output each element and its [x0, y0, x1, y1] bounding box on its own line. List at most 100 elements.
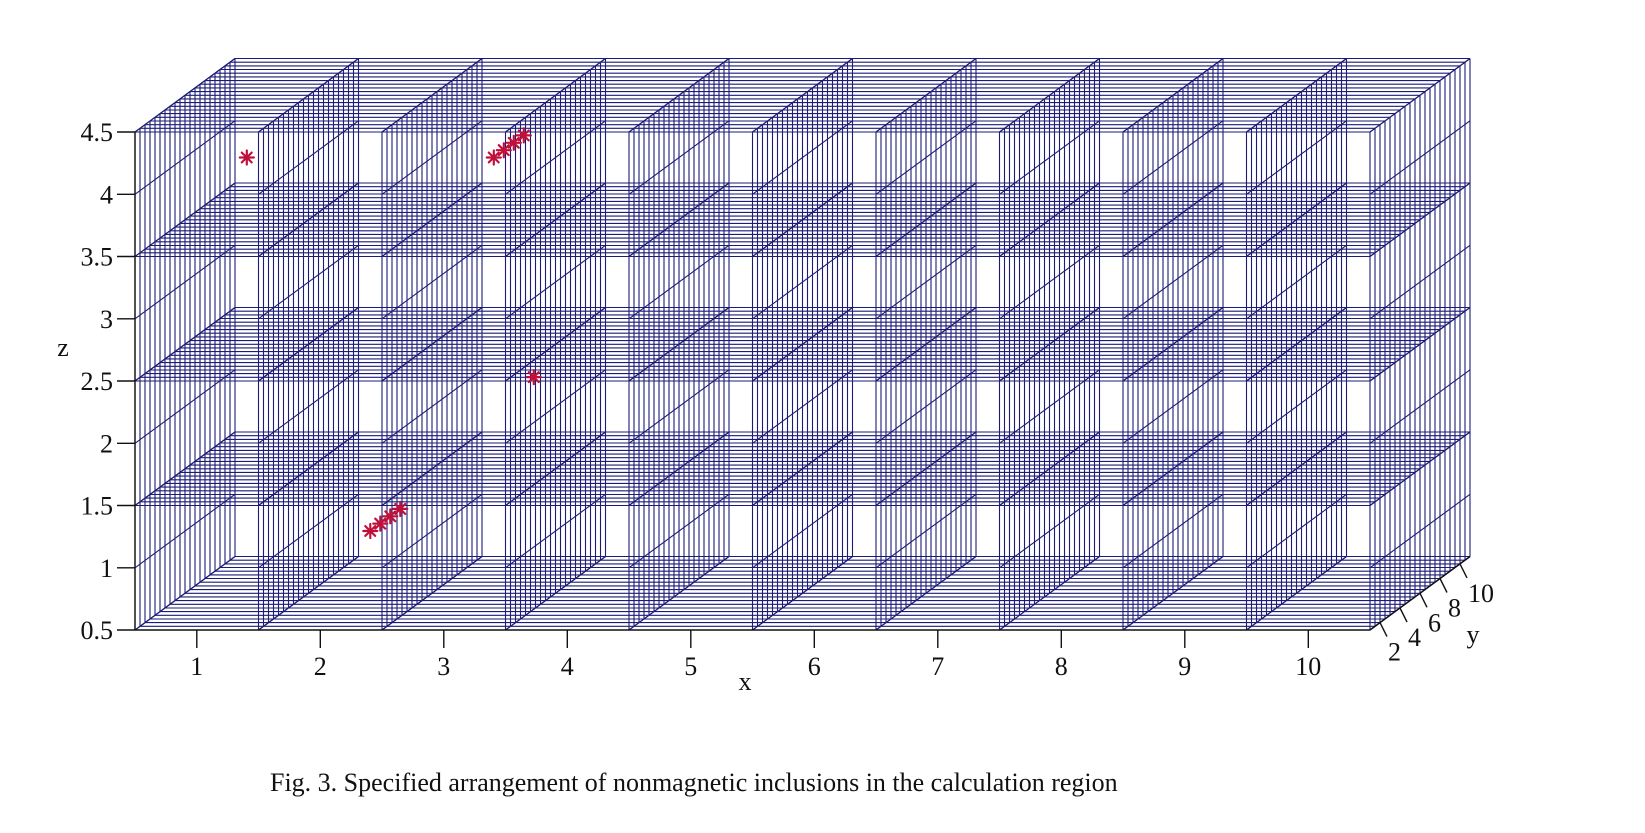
z-tick-label: 0.5 — [81, 616, 114, 645]
y-tick — [1379, 622, 1388, 637]
grid-line — [1369, 493, 1471, 569]
x-tick-label: 4 — [561, 652, 574, 681]
grid-line — [628, 556, 730, 631]
grid-line — [875, 307, 977, 382]
x-tick-label: 6 — [808, 652, 821, 681]
grid-line — [505, 369, 606, 444]
asterisk-stroke — [507, 136, 520, 149]
grid-line — [1122, 493, 1224, 569]
grid-line — [381, 244, 483, 320]
y-tick-label: 4 — [1408, 623, 1421, 652]
grid-line — [505, 556, 606, 631]
grid-line — [1246, 493, 1347, 569]
grid-line — [752, 182, 853, 257]
grid-line — [752, 244, 853, 320]
grid-line — [134, 307, 236, 382]
grid-line — [999, 182, 1100, 257]
grid-line — [381, 120, 483, 195]
grid-line — [134, 182, 236, 257]
data-point-asterisk — [515, 127, 532, 144]
grid-line — [381, 431, 483, 506]
grid-line — [1246, 120, 1347, 195]
grid-line — [1246, 307, 1347, 382]
z-tick-label: 3.5 — [81, 243, 114, 272]
data-point-asterisk — [382, 508, 399, 525]
grid-line — [381, 493, 483, 569]
grid-line — [258, 120, 359, 195]
grid-line — [1369, 58, 1471, 133]
grid-line — [258, 369, 359, 444]
y-tick-label: 8 — [1448, 594, 1461, 623]
grid-line — [1246, 58, 1347, 133]
grid-line — [1369, 307, 1471, 382]
grid-line — [875, 556, 977, 631]
grid-line — [381, 182, 483, 257]
grid-line — [1122, 58, 1224, 133]
grid-line — [258, 244, 359, 320]
grid-line — [258, 431, 359, 506]
grid-line — [381, 307, 483, 382]
x-tick-label: 10 — [1295, 652, 1321, 681]
asterisk-stroke — [394, 502, 407, 516]
z-tick-label: 1 — [100, 554, 113, 583]
asterisk-stroke — [384, 510, 397, 523]
y-axis-line — [1369, 555, 1471, 631]
y-tick-label: 2 — [1388, 638, 1401, 667]
y-tick-label: 6 — [1428, 608, 1441, 637]
grid-line — [134, 58, 236, 133]
grid-line — [1246, 431, 1347, 506]
data-point-asterisk — [495, 142, 512, 159]
x-tick-label: 3 — [437, 652, 450, 681]
grid-line — [1122, 556, 1224, 631]
asterisk-stroke — [364, 524, 377, 538]
figure-caption: Fig. 3. Specified arrangement of nonmagn… — [270, 768, 1118, 797]
x-tick-label: 2 — [314, 652, 327, 681]
grid-line — [381, 58, 483, 133]
grid-line — [875, 182, 977, 257]
x-tick-label: 8 — [1055, 652, 1068, 681]
data-point-asterisk — [505, 134, 522, 151]
asterisk-stroke — [374, 517, 387, 530]
grid-line — [505, 493, 606, 569]
x-tick-label: 7 — [931, 652, 944, 681]
z-tick-label: 3 — [100, 305, 113, 334]
asterisk-stroke — [497, 144, 510, 157]
data-point-asterisk — [525, 369, 542, 386]
grid-line — [134, 120, 236, 195]
y-tick — [1399, 607, 1408, 623]
asterisk-stroke — [487, 151, 500, 164]
grid-line — [1122, 182, 1224, 257]
grid-line — [999, 556, 1100, 631]
grid-line — [628, 431, 730, 506]
grid-line — [628, 369, 730, 444]
grid-line — [505, 244, 606, 320]
data-point-asterisk — [362, 522, 379, 540]
grid-line — [1122, 431, 1224, 506]
grid-line — [875, 493, 977, 569]
grid-line — [258, 182, 359, 257]
grid-line — [999, 307, 1100, 382]
asterisk-stroke — [517, 129, 530, 142]
grid-line — [1246, 244, 1347, 320]
grid-line — [752, 431, 853, 506]
y-axis-title: y — [1467, 620, 1480, 649]
grid-line — [875, 58, 977, 133]
grid-line — [875, 431, 977, 506]
y-tick — [1459, 563, 1468, 579]
data-point-asterisk — [372, 515, 389, 532]
grid-line — [875, 244, 977, 320]
grid-line — [628, 182, 730, 257]
grid-line — [258, 307, 359, 382]
grid-line — [628, 307, 730, 382]
x-tick-label: 5 — [684, 652, 697, 681]
x-axis-title: x — [739, 667, 752, 696]
grid-line — [505, 431, 606, 506]
y-tick — [1439, 578, 1448, 593]
grid-line — [381, 369, 483, 444]
grid-line — [505, 182, 606, 257]
grid-line — [752, 556, 853, 631]
grid-line — [1246, 182, 1347, 257]
z-tick-label: 2 — [100, 429, 113, 458]
